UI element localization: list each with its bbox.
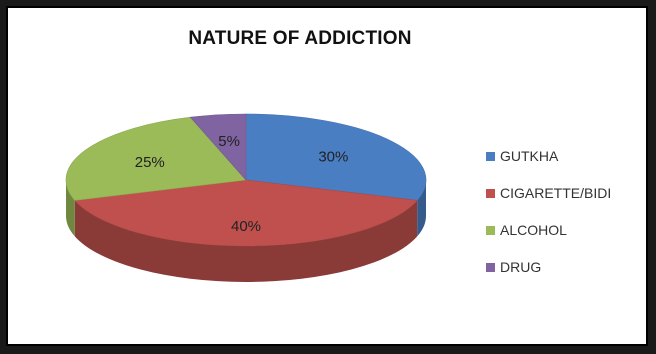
legend-label: GUTKHA	[500, 148, 559, 164]
legend-label: CIGARETTE/BIDI	[500, 185, 612, 201]
slice-label-drug: 5%	[218, 133, 240, 150]
legend-label: ALCOHOL	[500, 222, 567, 238]
chart-frame: NATURE OF ADDICTION 30% 40% 25% 5% GUTKHA CI…	[6, 6, 648, 346]
chart-legend: GUTKHA CIGARETTE/BIDI ALCOHOL DRUG	[486, 146, 611, 294]
pie-side-gutkha	[417, 180, 426, 237]
pie-slice-drug	[189, 113, 247, 181]
pie-side-cigarette-bidi	[74, 200, 418, 283]
pie-slice-alcohol	[65, 116, 247, 201]
legend-item-cigarette-bidi: CIGARETTE/BIDI	[486, 183, 611, 203]
pie-slice-gutkha	[245, 113, 427, 201]
pie-tops	[65, 113, 427, 247]
pie-chart: 30% 40% 25% 5%	[65, 113, 427, 283]
legend-item-alcohol: ALCOHOL	[486, 220, 611, 240]
pie-side-alcohol	[66, 180, 75, 237]
chart-title: NATURE OF ADDICTION	[188, 28, 412, 49]
legend-swatch	[486, 225, 495, 235]
legend-swatch	[486, 262, 495, 272]
legend-item-drug: DRUG	[486, 257, 611, 277]
legend-item-gutkha: GUTKHA	[486, 146, 611, 166]
pie-sides	[66, 180, 426, 283]
slice-label-alcohol: 25%	[135, 154, 165, 171]
pie-slice-cigarette-bidi	[74, 179, 418, 247]
pie-labels: 30% 40% 25% 5%	[135, 133, 349, 235]
legend-swatch	[486, 188, 495, 198]
slice-label-gutkha: 30%	[318, 149, 348, 166]
legend-label: DRUG	[500, 259, 542, 275]
legend-swatch	[486, 151, 495, 161]
slice-label-cigarette-bidi: 40%	[231, 218, 261, 235]
